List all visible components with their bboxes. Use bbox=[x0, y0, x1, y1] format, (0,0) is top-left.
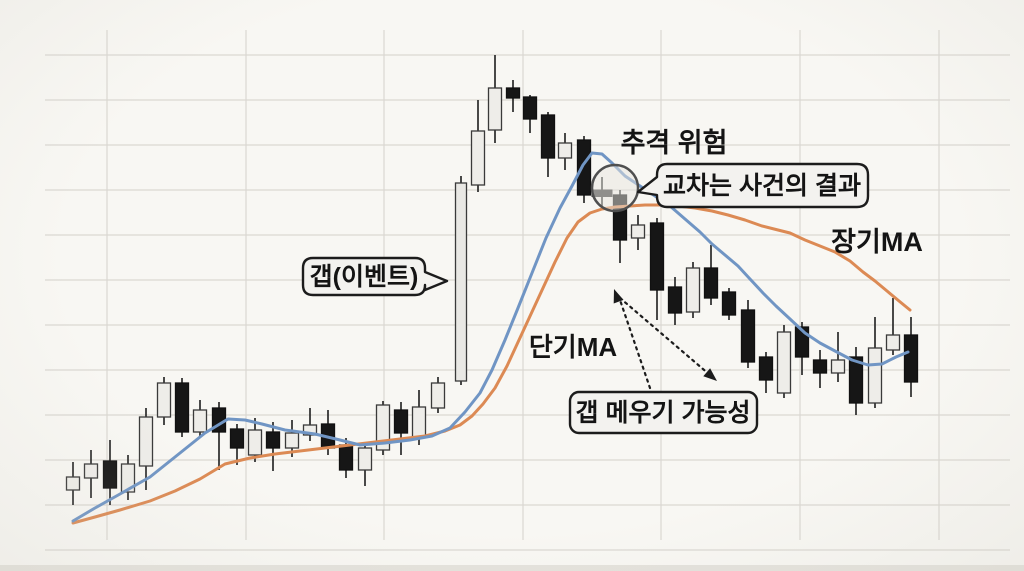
gap-event-bubble: 갭(이벤트) bbox=[301, 256, 449, 297]
candles bbox=[65, 55, 919, 505]
gap-fill-arrow-line-down bbox=[618, 296, 712, 377]
arrowhead-down-right-icon bbox=[703, 368, 717, 381]
moving-average-lines bbox=[71, 151, 912, 525]
gap-fill-box: 갭 메우기 가능성 bbox=[568, 390, 759, 435]
cross-result-label: 교차는 사건의 결과 bbox=[663, 172, 861, 200]
long-ma-label: 장기MA bbox=[831, 227, 923, 257]
gap-event-label: 갭(이벤트) bbox=[310, 263, 419, 291]
gap-fill-box-shape bbox=[568, 390, 759, 435]
grid-lines bbox=[45, 30, 1010, 551]
cross-result-bubble-shape bbox=[636, 162, 870, 209]
crossover-highlight-circle bbox=[590, 163, 640, 213]
gap-fill-arrow-line-up bbox=[617, 295, 652, 390]
photo-bottom-edge bbox=[0, 565, 1024, 571]
gap-fill-arrows bbox=[613, 289, 717, 390]
cross-result-bubble: 교차는 사건의 결과 bbox=[636, 162, 870, 209]
short-ma-label: 단기MA bbox=[529, 332, 617, 362]
gap-fill-label: 갭 메우기 가능성 bbox=[576, 399, 751, 427]
arrowhead-up-left-icon bbox=[613, 289, 624, 304]
chase-risk-label: 추격 위험 bbox=[621, 128, 728, 158]
gap-event-bubble-shape bbox=[301, 256, 449, 297]
